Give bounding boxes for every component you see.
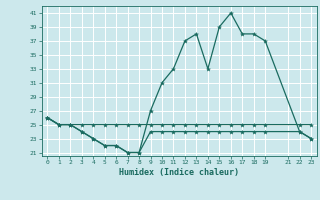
X-axis label: Humidex (Indice chaleur): Humidex (Indice chaleur)	[119, 168, 239, 177]
